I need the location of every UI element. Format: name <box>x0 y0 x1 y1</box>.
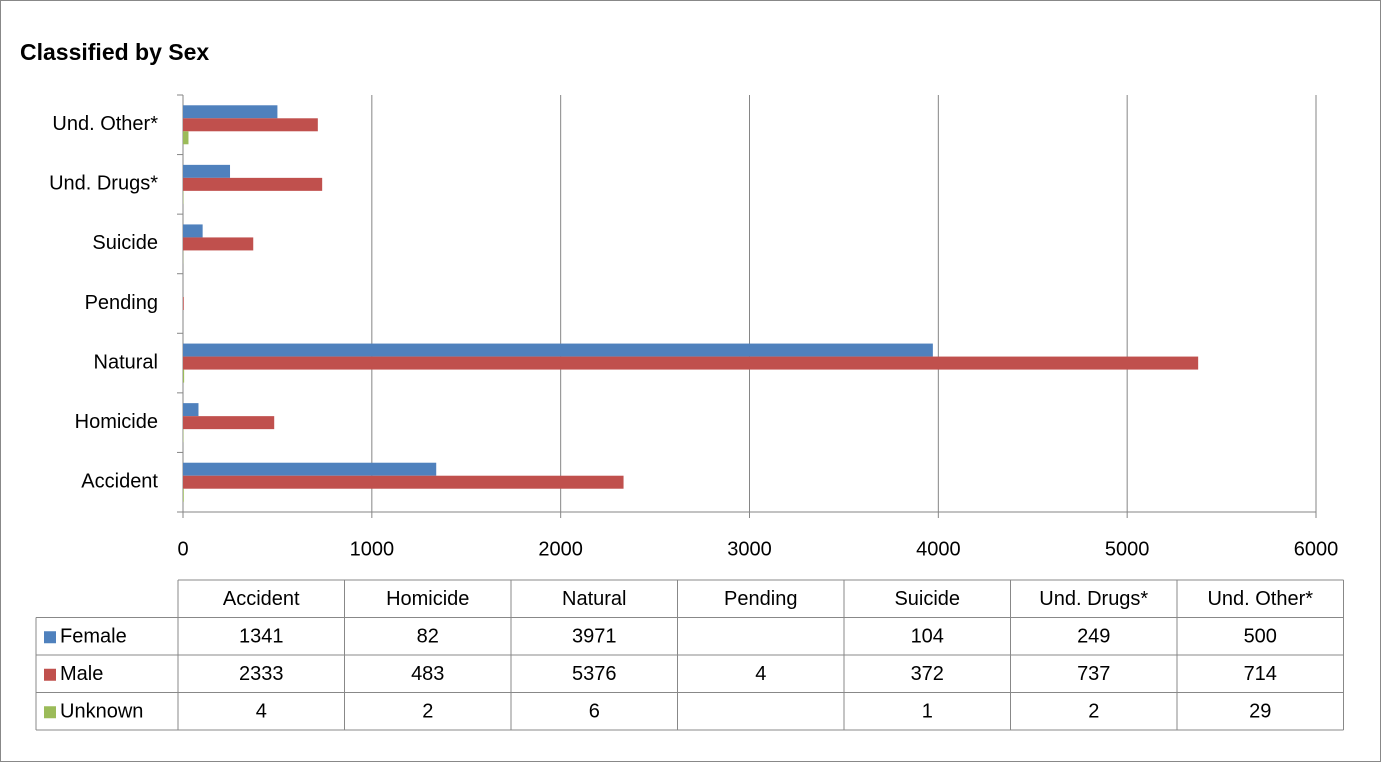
bar <box>183 416 275 430</box>
x-tick-label: 2000 <box>538 538 583 560</box>
table-cell: 1 <box>922 701 933 723</box>
table-header: Und. Other* <box>1207 588 1313 610</box>
bar <box>183 488 184 502</box>
bar <box>183 356 1199 370</box>
bar <box>183 369 185 383</box>
table-cell: 82 <box>417 626 439 648</box>
y-tick-label: Suicide <box>92 232 158 254</box>
table-header: Suicide <box>894 588 960 610</box>
bar <box>183 118 318 132</box>
table-cell: 2 <box>422 701 433 723</box>
bar <box>183 224 203 238</box>
y-tick-label: Natural <box>94 351 158 373</box>
bar <box>183 343 933 357</box>
bar <box>183 403 199 417</box>
table-cell: 372 <box>911 663 944 685</box>
table-cell: 2333 <box>239 663 284 685</box>
y-tick-label: Pending <box>85 292 158 314</box>
bar <box>183 237 254 251</box>
table-cell: 3971 <box>572 626 617 648</box>
table-cell: 500 <box>1244 626 1277 648</box>
table-header: Homicide <box>386 588 469 610</box>
table-cell: 2 <box>1088 701 1099 723</box>
table-cell: 5376 <box>572 663 617 685</box>
bar <box>183 475 624 489</box>
x-tick-label: 3000 <box>727 538 772 560</box>
y-tick-label: Homicide <box>75 411 158 433</box>
bar <box>183 131 189 145</box>
table-cell: 29 <box>1249 701 1271 723</box>
chart-title: Classified by Sex <box>20 39 209 65</box>
bar <box>183 105 278 119</box>
x-tick-label: 5000 <box>1105 538 1150 560</box>
table-cell: 249 <box>1077 626 1110 648</box>
table-header: Natural <box>562 588 626 610</box>
table-header: Und. Drugs* <box>1039 588 1148 610</box>
bar <box>183 462 437 476</box>
x-tick-label: 0 <box>177 538 188 560</box>
table-cell: 737 <box>1077 663 1110 685</box>
y-tick-label: Und. Other* <box>52 113 158 135</box>
legend-key <box>44 631 56 644</box>
y-tick-label: Und. Drugs* <box>49 173 158 195</box>
legend-key <box>44 668 56 681</box>
legend-label: Unknown <box>60 701 143 723</box>
x-tick-label: 4000 <box>916 538 961 560</box>
table-cell: 1341 <box>239 626 284 648</box>
table-cell: 714 <box>1244 663 1277 685</box>
table-cell: 104 <box>911 626 944 648</box>
table-header: Pending <box>724 588 797 610</box>
legend-label: Female <box>60 626 127 648</box>
x-tick-label: 1000 <box>350 538 395 560</box>
bar <box>183 177 323 191</box>
table-cell: 4 <box>755 663 766 685</box>
bar <box>183 297 184 310</box>
x-tick-label: 6000 <box>1294 538 1339 560</box>
table-header: Accident <box>223 588 300 610</box>
table-cell: 483 <box>411 663 444 685</box>
legend-label: Male <box>60 663 103 685</box>
y-tick-label: Accident <box>81 470 158 492</box>
legend-key <box>44 706 56 719</box>
bar <box>183 164 231 178</box>
table-cell: 4 <box>256 701 267 723</box>
table-cell: 6 <box>589 701 600 723</box>
